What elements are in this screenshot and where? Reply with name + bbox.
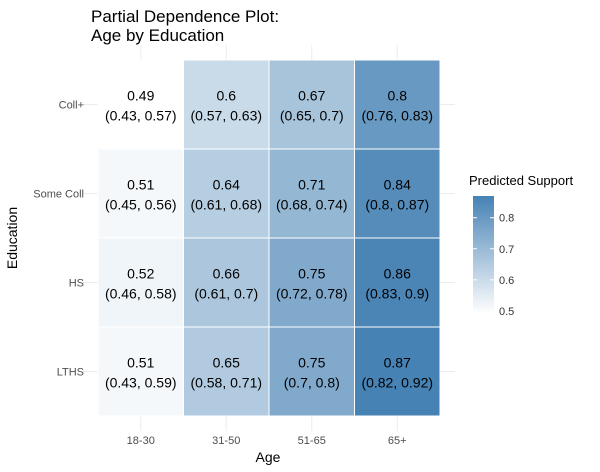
y-axis-title: Education xyxy=(4,207,20,269)
cell-labels: 0.49 (0.43, 0.57) 0.6 (0.57, 0.63) 0.67 (0.65… xyxy=(105,88,433,391)
legend-ticks: 0.5 0.6 0.7 0.8 xyxy=(473,213,514,318)
cell-value-label: 0.52 xyxy=(127,266,154,282)
heatmap-cell xyxy=(183,59,270,150)
heatmap-cells xyxy=(97,59,441,417)
cell-ci-label: (0.82, 0.92) xyxy=(361,375,433,391)
legend-tick-label: 0.5 xyxy=(499,306,514,318)
color-legend: Predicted Support 0.5 0.6 0.7 0.8 xyxy=(469,173,573,318)
cell-value-label: 0.86 xyxy=(384,266,411,282)
cell-value-label: 0.64 xyxy=(213,177,240,193)
heatmap-cell xyxy=(354,59,441,150)
legend-title: Predicted Support xyxy=(469,173,573,188)
x-tick-label: 31-50 xyxy=(212,435,240,447)
x-axis-title: Age xyxy=(256,449,281,465)
cell-ci-label: (0.58, 0.71) xyxy=(190,375,262,391)
cell-value-label: 0.87 xyxy=(384,355,411,371)
cell-ci-label: (0.57, 0.63) xyxy=(190,108,262,124)
y-axis-ticks: LTHS HS Some Coll Coll+ xyxy=(33,100,84,379)
y-tick-label: HS xyxy=(69,278,84,290)
heatmap-cell xyxy=(183,326,270,417)
cell-ci-label: (0.72, 0.78) xyxy=(276,286,348,302)
cell-value-label: 0.66 xyxy=(213,266,240,282)
x-tick-label: 65+ xyxy=(388,435,407,447)
cell-ci-label: (0.65, 0.7) xyxy=(280,108,344,124)
chart-subtitle: Age by Education xyxy=(91,26,224,45)
cell-value-label: 0.84 xyxy=(384,177,411,193)
cell-ci-label: (0.43, 0.57) xyxy=(105,108,177,124)
heatmap-cell xyxy=(97,326,184,417)
cell-value-label: 0.6 xyxy=(217,88,237,104)
cell-ci-label: (0.46, 0.58) xyxy=(105,286,177,302)
x-axis-ticks: 18-30 31-50 51-65 65+ xyxy=(127,435,407,447)
cell-ci-label: (0.7, 0.8) xyxy=(284,375,340,391)
chart-title: Partial Dependence Plot: xyxy=(91,7,279,26)
cell-value-label: 0.75 xyxy=(298,355,325,371)
heatmap-cell xyxy=(354,326,441,417)
heatmap-cell xyxy=(97,59,184,150)
cell-ci-label: (0.76, 0.83) xyxy=(361,108,433,124)
heatmap-cell xyxy=(97,237,184,328)
cell-value-label: 0.71 xyxy=(298,177,325,193)
cell-value-label: 0.51 xyxy=(127,177,154,193)
heatmap-cell xyxy=(354,148,441,239)
heatmap-cell xyxy=(183,237,270,328)
cell-value-label: 0.51 xyxy=(127,355,154,371)
heatmap-cell xyxy=(268,326,355,417)
heatmap-cell xyxy=(268,237,355,328)
x-tick-label: 51-65 xyxy=(298,435,326,447)
legend-tick-label: 0.7 xyxy=(499,244,514,256)
heatmap-cell xyxy=(268,148,355,239)
cell-value-label: 0.8 xyxy=(388,88,408,104)
heatmap-cell xyxy=(183,148,270,239)
cell-value-label: 0.65 xyxy=(213,355,240,371)
heatmap-cell xyxy=(354,237,441,328)
cell-ci-label: (0.61, 0.7) xyxy=(194,286,258,302)
cell-value-label: 0.49 xyxy=(127,88,154,104)
cell-ci-label: (0.61, 0.68) xyxy=(190,197,262,213)
legend-colorbar xyxy=(473,196,494,314)
y-tick-label: Coll+ xyxy=(59,100,84,112)
cell-ci-label: (0.45, 0.56) xyxy=(105,197,177,213)
y-tick-label: Some Coll xyxy=(33,189,84,201)
legend-tick-label: 0.8 xyxy=(499,213,514,225)
heatmap-cell xyxy=(268,59,355,150)
heatmap-cell xyxy=(97,148,184,239)
cell-ci-label: (0.68, 0.74) xyxy=(276,197,348,213)
cell-ci-label: (0.8, 0.87) xyxy=(365,197,429,213)
legend-tick-label: 0.6 xyxy=(499,275,514,287)
y-tick-label: LTHS xyxy=(57,367,84,379)
cell-value-label: 0.67 xyxy=(298,88,325,104)
cell-ci-label: (0.83, 0.9) xyxy=(365,286,429,302)
cell-value-label: 0.75 xyxy=(298,266,325,282)
cell-ci-label: (0.43, 0.59) xyxy=(105,375,177,391)
x-tick-label: 18-30 xyxy=(127,435,155,447)
